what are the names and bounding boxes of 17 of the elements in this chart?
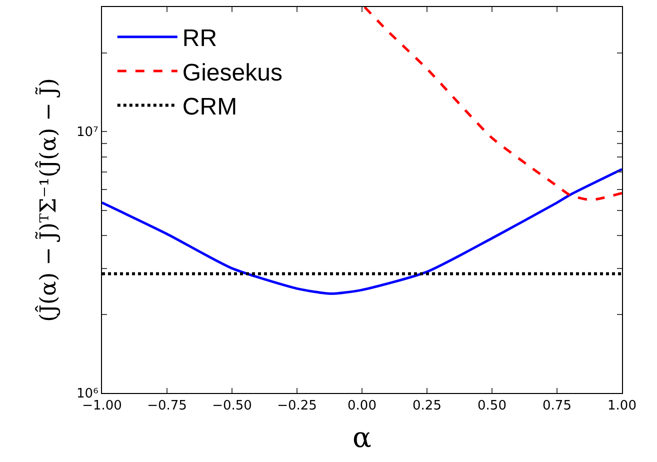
y-tick-label: 10⁷ — [76, 125, 98, 140]
legend-label: RR — [182, 25, 218, 52]
x-tick-label: 0.75 — [542, 398, 572, 414]
x-tick-label: −0.25 — [277, 398, 317, 414]
x-axis-title: α — [352, 420, 372, 454]
x-tick-label: 0.25 — [412, 398, 442, 414]
y-axis-title: (Ĵ(α) − J̃)ᵀΣ⁻¹(Ĵ(α) − J̃) — [34, 78, 62, 322]
line-series — [102, 168, 622, 295]
x-tick-label: −0.50 — [212, 398, 252, 414]
x-tick-label: 0.50 — [478, 398, 506, 414]
x-tick-label: 1.00 — [608, 398, 636, 414]
line-series — [363, 7, 622, 202]
x-tick-label: 0.00 — [348, 398, 376, 414]
legend-label: CRM — [182, 94, 238, 121]
x-tick-label: −1.00 — [82, 398, 122, 414]
x-tick-label: −0.75 — [147, 398, 187, 414]
legend-label: Giesekus — [182, 59, 282, 86]
